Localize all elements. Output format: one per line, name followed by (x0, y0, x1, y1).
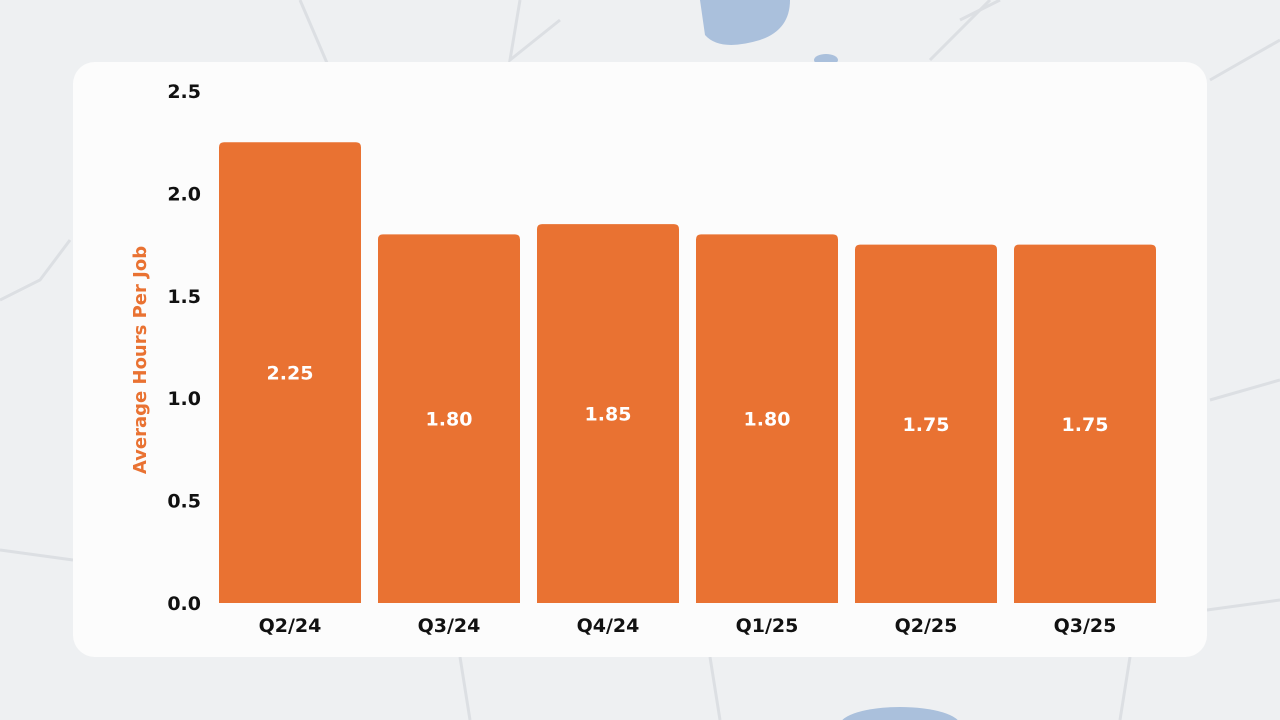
bar-value-label: 1.80 (744, 409, 791, 431)
bar-Q1/25 (696, 234, 838, 604)
bar-Q3/25 (1014, 244, 1156, 603)
x-tick-label: Q1/25 (736, 615, 799, 637)
bar-value-label: 1.75 (903, 414, 950, 436)
x-tick-label: Q2/24 (259, 615, 322, 637)
y-tick-label: 0.5 (167, 491, 201, 513)
x-tick-label: Q4/24 (577, 615, 640, 637)
bar-Q2/25 (855, 244, 997, 603)
bar-data-labels: 2.25 1.80 1.85 1.80 1.75 1.75 (267, 363, 1109, 436)
bar-Q4/24 (537, 224, 679, 603)
x-tick-label: Q2/25 (895, 615, 958, 637)
x-tick-label: Q3/25 (1054, 615, 1117, 637)
bar-value-label: 1.80 (426, 409, 473, 431)
y-tick-label: 1.5 (167, 286, 201, 308)
x-tick-label: Q3/24 (418, 615, 481, 637)
y-axis-label: Average Hours Per Job (130, 246, 151, 474)
y-tick-label: 2.5 (167, 81, 201, 103)
x-axis-ticks: Q2/24 Q3/24 Q4/24 Q1/25 Q2/25 Q3/25 (259, 615, 1117, 637)
bars (219, 142, 1156, 604)
bar-value-label: 2.25 (267, 363, 314, 385)
y-tick-label: 2.0 (167, 183, 201, 205)
bar-Q3/24 (378, 234, 520, 604)
y-axis-ticks: 0.0 0.5 1.0 1.5 2.0 2.5 (167, 81, 201, 615)
bar-Q2/24 (219, 142, 361, 603)
y-tick-label: 0.0 (167, 593, 201, 615)
bar-value-label: 1.85 (585, 404, 632, 426)
y-tick-label: 1.0 (167, 388, 201, 410)
bar-value-label: 1.75 (1062, 414, 1109, 436)
